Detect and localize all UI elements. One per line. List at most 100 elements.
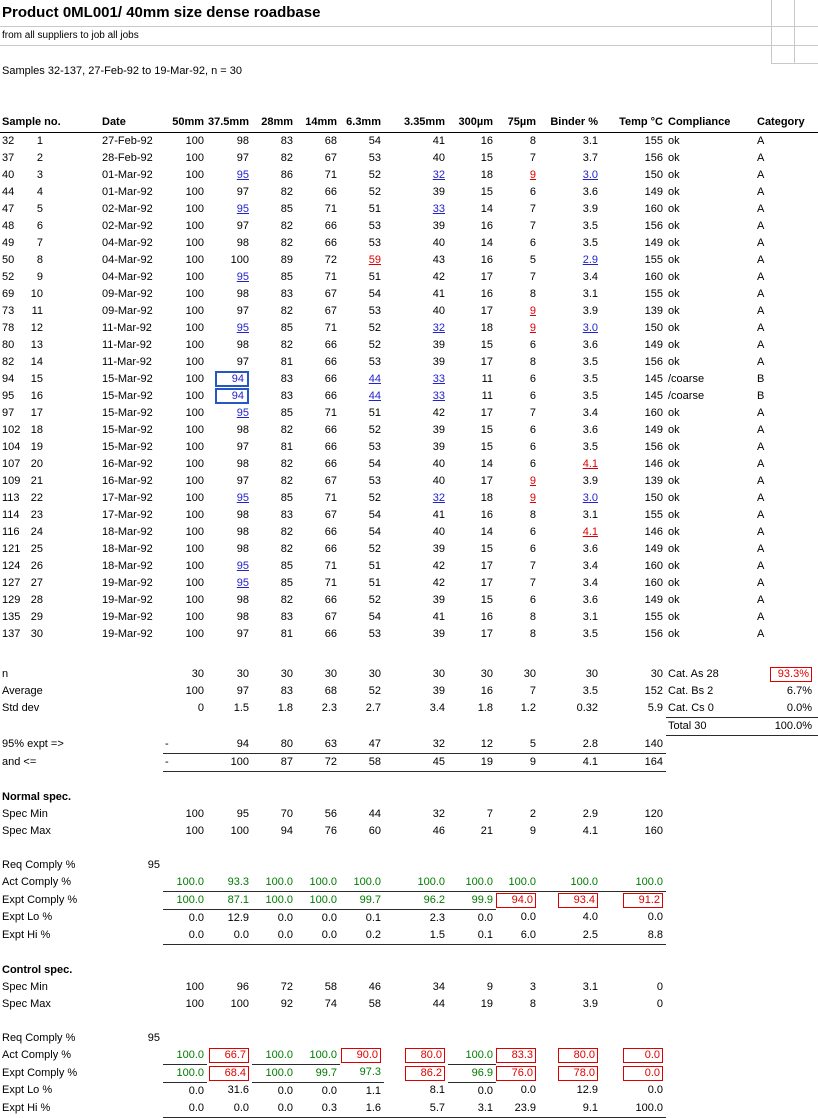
cell-75um[interactable]: 6 [529, 441, 536, 453]
cell-14mm[interactable]: 67 [324, 611, 337, 623]
cell-sample-no[interactable]: 95 16 [0, 388, 100, 405]
cell-50mm[interactable]: 100 [185, 169, 204, 181]
stat-value-binder-pct[interactable]: 30 [585, 668, 598, 680]
cell-compliance[interactable]: ok [668, 560, 680, 572]
cell-temp-c[interactable]: 150 [644, 322, 663, 334]
cell-3-35mm[interactable]: 42 [432, 560, 445, 572]
normal-spec-row-label[interactable]: Expt Comply % [2, 893, 78, 906]
cell-3-35mm[interactable]: 40 [432, 526, 445, 538]
cell-compliance[interactable]: ok [668, 475, 680, 487]
normal-spec-value-3-35mm[interactable]: 46 [432, 824, 445, 837]
cell-binder-pct[interactable]: 3.4 [582, 271, 598, 283]
stat-value-75um[interactable] [496, 718, 539, 736]
cell-6-3mm[interactable]: 53 [368, 441, 381, 453]
cell-temp-c[interactable]: 156 [644, 628, 663, 640]
stat-value-75um[interactable]: 9 [496, 753, 539, 772]
cell-14mm[interactable]: 67 [324, 288, 337, 300]
cell-6-3mm[interactable]: 44 [368, 373, 381, 385]
category-percent-cell[interactable]: 6.7% [755, 683, 818, 700]
cell-300um[interactable]: 18 [480, 322, 493, 334]
cell-3-35mm[interactable]: 41 [432, 288, 445, 300]
cell-temp-c[interactable]: 155 [644, 288, 663, 300]
cell-sample-no[interactable]: 94 15 [0, 371, 100, 388]
category-percent-cell[interactable] [755, 753, 818, 771]
stat-value-50mm[interactable] [163, 718, 207, 736]
normal-spec-value-14mm[interactable]: 56 [324, 807, 337, 820]
cell-75um[interactable]: 7 [529, 203, 536, 215]
control-spec-value-binder-pct[interactable]: 3.9 [582, 997, 598, 1010]
cell-300um[interactable]: 15 [480, 186, 493, 198]
stat-value-binder-pct[interactable]: 0.32 [576, 702, 598, 715]
control-spec-value-75um[interactable]: 76.0 [496, 1064, 539, 1082]
cell-3-35mm[interactable]: 39 [432, 424, 445, 436]
control-spec-value-3-35mm[interactable]: 34 [432, 980, 445, 993]
cell-date[interactable]: 09-Mar-92 [102, 305, 153, 317]
cell-28mm[interactable]: 83 [280, 509, 293, 521]
control-spec-value-50mm[interactable]: 100 [185, 997, 204, 1010]
normal-spec-value-temp-c[interactable]: 100.0 [601, 873, 666, 892]
category-count[interactable]: Total 30 [666, 717, 755, 736]
normal-spec-value-75um[interactable]: 94.0 [496, 891, 539, 909]
cell-6-3mm[interactable]: 53 [368, 237, 381, 249]
cell-3-35mm[interactable]: 40 [432, 475, 445, 487]
cell-75um[interactable]: 7 [529, 220, 536, 232]
cell-category[interactable]: A [757, 628, 765, 640]
cell-binder-pct[interactable]: 3.1 [582, 611, 598, 623]
cell-compliance[interactable]: ok [668, 237, 680, 249]
cell-temp-c[interactable]: 156 [644, 220, 663, 232]
control-spec-value-75um[interactable]: 0.0 [520, 1084, 536, 1097]
cell-temp-c[interactable]: 149 [644, 237, 663, 249]
cell-category[interactable]: A [757, 220, 765, 232]
stat-value-14mm[interactable] [296, 718, 340, 736]
col-header-75um[interactable]: 75µm [496, 97, 539, 133]
cell-28mm[interactable]: 83 [280, 390, 293, 402]
cell-sample-no[interactable]: 121 25 [0, 541, 100, 558]
cell-date[interactable]: 04-Mar-92 [102, 254, 153, 266]
cell-binder-pct[interactable]: 3.6 [582, 186, 598, 198]
normal-spec-value-28mm[interactable]: 0.0 [252, 926, 296, 945]
normal-spec-value-75um[interactable]: 100.0 [496, 873, 539, 892]
control-spec-value-temp-c[interactable]: 100.0 [601, 1099, 666, 1118]
cell-date[interactable]: 02-Mar-92 [102, 220, 153, 232]
normal-spec-req-comply-value[interactable]: 95 [147, 858, 160, 871]
cell-6-3mm[interactable]: 52 [368, 594, 381, 606]
cell-compliance[interactable]: ok [668, 220, 680, 232]
cell-75um[interactable]: 9 [529, 169, 536, 181]
control-spec-value-temp-c[interactable]: 0.0 [601, 1064, 666, 1082]
normal-spec-value-75um[interactable]: 2 [529, 807, 536, 820]
control-spec-value-28mm[interactable]: 0.0 [252, 1099, 296, 1118]
stat-value-binder-pct[interactable]: 4.1 [539, 753, 601, 772]
cell-3-35mm[interactable]: 40 [432, 237, 445, 249]
col-header-date[interactable]: Date [100, 97, 163, 133]
cell-compliance[interactable]: ok [668, 152, 680, 164]
cell-category[interactable]: A [757, 543, 765, 555]
normal-spec-value-28mm[interactable]: 70 [280, 807, 293, 820]
cell-3-35mm[interactable]: 32 [432, 492, 445, 504]
stat-value-28mm[interactable] [252, 718, 296, 736]
control-spec-value-28mm[interactable]: 92 [280, 997, 293, 1010]
stat-value-3-35mm[interactable]: 3.4 [429, 702, 445, 715]
control-spec-value-50mm[interactable]: 0.0 [188, 1084, 204, 1097]
cell-300um[interactable]: 15 [480, 152, 493, 164]
normal-spec-row-label[interactable]: Act Comply % [2, 875, 72, 888]
stat-value-3-35mm[interactable]: 32 [384, 735, 448, 754]
cell-300um[interactable]: 17 [480, 271, 493, 283]
cell-sample-no[interactable]: 47 5 [0, 201, 100, 218]
stat-label[interactable]: n [2, 668, 9, 680]
normal-spec-value-binder-pct[interactable]: 2.5 [539, 926, 601, 945]
normal-spec-value-37-5mm[interactable]: 87.1 [207, 891, 252, 910]
cell-compliance[interactable]: ok [668, 492, 680, 504]
cell-37-5mm[interactable]: 95 [236, 271, 249, 283]
cell-temp-c[interactable]: 139 [644, 475, 663, 487]
control-spec-value-28mm[interactable]: 72 [280, 980, 293, 993]
cell-37-5mm[interactable]: 95 [236, 407, 249, 419]
stat-value-14mm[interactable]: 30 [324, 668, 337, 680]
stat-value-37-5mm[interactable]: 100 [207, 753, 252, 772]
stat-label[interactable]: 95% expt => [2, 737, 64, 750]
cell-category[interactable]: B [757, 390, 765, 402]
cell-75um[interactable]: 6 [529, 390, 536, 402]
cell-3-35mm[interactable]: 32 [432, 169, 445, 181]
cell-date[interactable]: 19-Mar-92 [102, 628, 153, 640]
cell-category[interactable]: A [757, 492, 765, 504]
cell-date[interactable]: 15-Mar-92 [102, 407, 153, 419]
